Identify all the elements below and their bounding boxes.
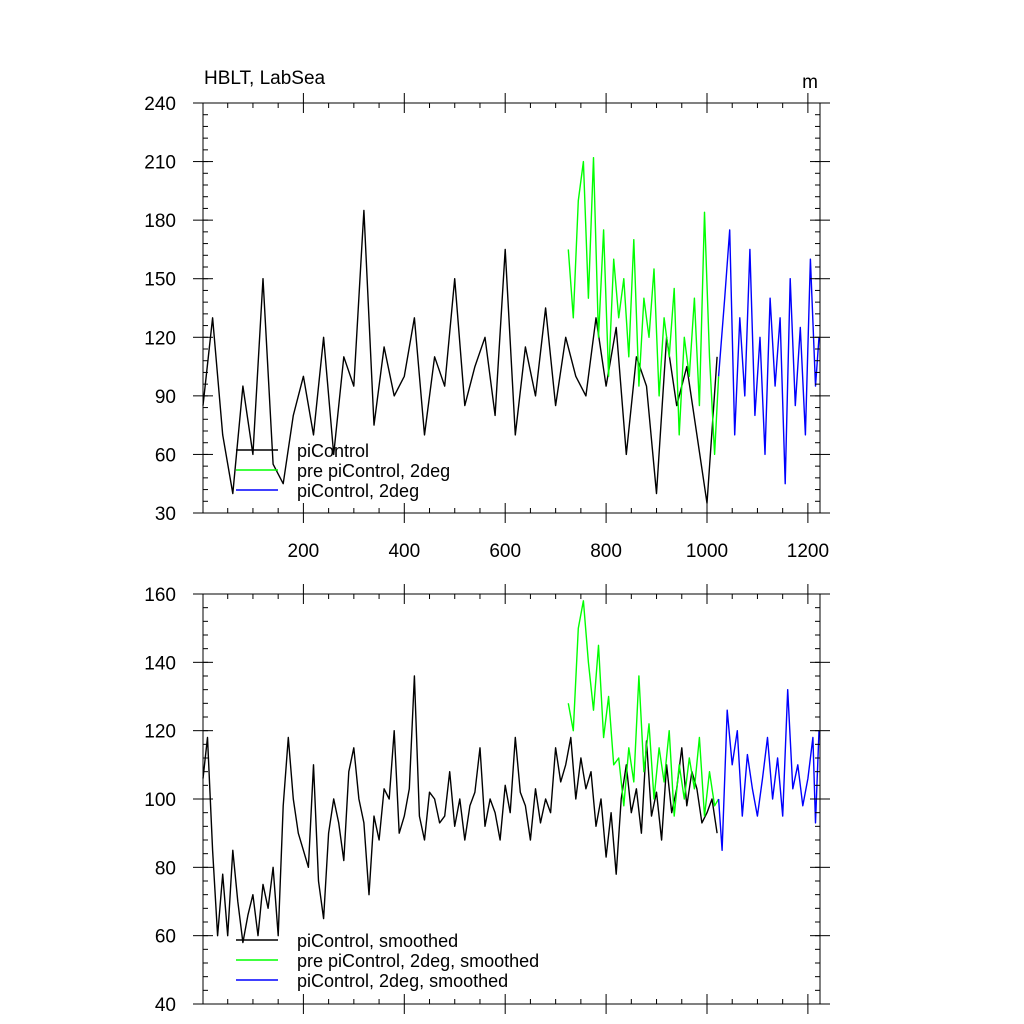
y-tick-label: 30 bbox=[155, 504, 176, 525]
top-axes: 200 400 600 800 1000 1200 30 60 90 120 150 180 210 24… bbox=[144, 93, 830, 562]
top-panel: HBLT, LabSea m 200 400 600 800 1000 1200 30 60 9… bbox=[144, 68, 830, 562]
y-tick-label: 120 bbox=[144, 328, 176, 349]
x-tick-label: 400 bbox=[388, 541, 420, 562]
bottom-panel: 40 60 80 100 120 140 160 piControl, smoothedpr… bbox=[144, 584, 830, 1016]
y-tick-label: 40 bbox=[155, 995, 176, 1016]
top-plot-frame bbox=[202, 102, 821, 514]
legend-label-1: pre piControl, 2deg bbox=[297, 461, 450, 481]
y-tick-label: 90 bbox=[155, 387, 176, 408]
series-line-1-2 bbox=[717, 689, 820, 851]
y-tick-label: 160 bbox=[144, 585, 176, 606]
legend-label-1: pre piControl, 2deg, smoothed bbox=[297, 951, 539, 971]
legend-label-0: piControl bbox=[297, 441, 369, 461]
x-tick-label: 1200 bbox=[787, 541, 829, 562]
y-tick-label: 140 bbox=[144, 653, 176, 674]
legend-label-0: piControl, smoothed bbox=[297, 931, 458, 951]
bottom-series-group bbox=[202, 600, 820, 944]
y-tick-label: 60 bbox=[155, 927, 176, 948]
series-line-1-1 bbox=[567, 600, 720, 817]
y-tick-label: 240 bbox=[144, 94, 176, 115]
series-line-0-0 bbox=[202, 209, 718, 504]
x-tick-label: 600 bbox=[489, 541, 521, 562]
y-tick-label: 120 bbox=[144, 722, 176, 743]
top-series-group bbox=[202, 156, 820, 504]
y-tick-label: 210 bbox=[144, 153, 176, 174]
y-tick-label: 80 bbox=[155, 858, 176, 879]
bottom-axes: 40 60 80 100 120 140 160 bbox=[144, 584, 830, 1016]
x-tick-label: 800 bbox=[590, 541, 622, 562]
series-line-0-2 bbox=[717, 229, 820, 485]
units-label: m bbox=[802, 72, 818, 93]
x-tick-label: 1000 bbox=[686, 541, 728, 562]
y-tick-label: 180 bbox=[144, 211, 176, 232]
chart-title: HBLT, LabSea bbox=[204, 68, 326, 89]
x-tick-label: 200 bbox=[288, 541, 320, 562]
series-line-0-1 bbox=[567, 156, 720, 456]
y-tick-label: 150 bbox=[144, 270, 176, 291]
legend-label-2: piControl, 2deg, smoothed bbox=[297, 971, 508, 991]
series-line-1-0 bbox=[202, 675, 718, 944]
legend-label-2: piControl, 2deg bbox=[297, 481, 419, 501]
y-tick-label: 100 bbox=[144, 790, 176, 811]
y-tick-label: 60 bbox=[155, 445, 176, 466]
